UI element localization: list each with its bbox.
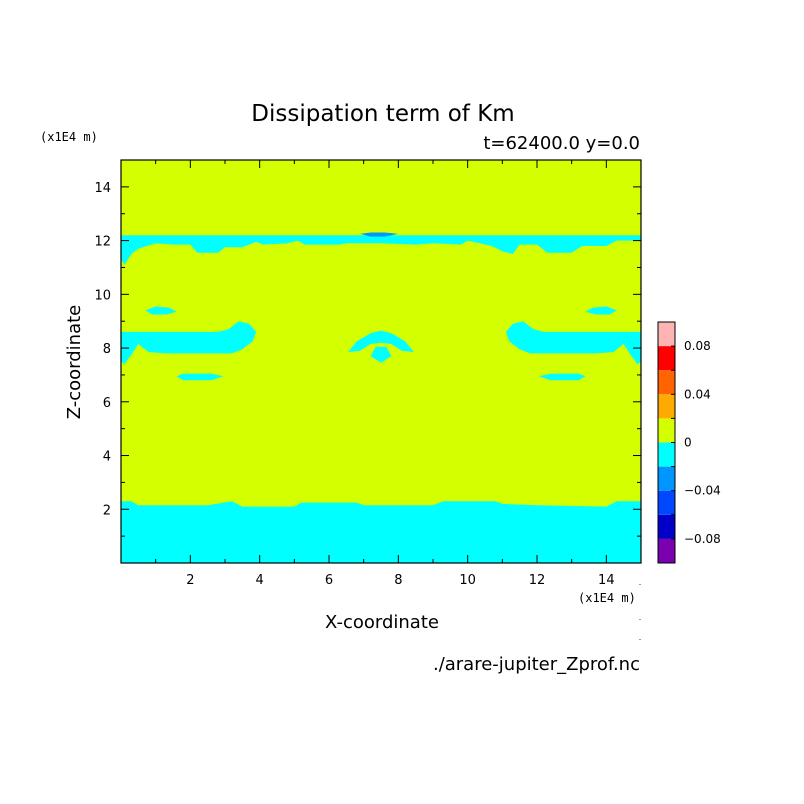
y-tick-label: 12	[94, 235, 111, 250]
x-axis: 2 4 6 8 10 12 14	[155, 160, 615, 588]
contour-region-4	[505, 321, 641, 365]
colorbar-tick-label: −0.08	[684, 532, 721, 546]
contour-region-8	[585, 306, 617, 315]
colorbar-tick-label: 0.08	[684, 339, 711, 353]
colorbar-tick-label: 0	[684, 436, 692, 450]
marker-dot-2: ˙	[638, 619, 643, 629]
plot-frame	[120, 159, 642, 564]
x-tick-label: 6	[325, 573, 333, 588]
y-tick-label: 10	[94, 288, 111, 303]
marker-dot-3: ˙	[638, 639, 643, 649]
colorbar-band-5	[658, 418, 675, 443]
marker-dot-1: ˙	[638, 584, 643, 594]
chart-title: Dissipation term of Km	[251, 101, 514, 127]
x-tick-label: 12	[529, 573, 546, 588]
colorbar-band-6	[658, 394, 675, 419]
contour-region-7	[145, 306, 177, 315]
chart-subtitle: t=62400.0 y=0.0	[483, 133, 640, 154]
y-tick-label: 4	[103, 450, 111, 465]
x-tick-label: 2	[186, 573, 194, 588]
contour-region-1	[121, 235, 641, 265]
colorbar: −0.08 −0.04 0 0.04 0.08	[657, 321, 721, 564]
y-unit-label: (x1E4 m)	[40, 130, 98, 144]
y-tick-label: 2	[103, 503, 111, 518]
source-file-label: ./arare-jupiter_Zprof.nc	[433, 654, 640, 675]
colorbar-band-3	[658, 466, 675, 491]
contour-region-5	[348, 330, 414, 353]
y-axis-label: Z-coordinate	[64, 305, 85, 420]
colorbar-band-9	[658, 322, 675, 347]
x-axis-label: X-coordinate	[325, 612, 439, 633]
x-tick-label: 4	[256, 573, 264, 588]
contour-region-6	[370, 346, 392, 363]
colorbar-band-2	[658, 490, 675, 515]
contour-regions	[121, 232, 641, 563]
contour-region-9	[176, 373, 224, 381]
colorbar-band-4	[658, 442, 675, 467]
y-axis: 2 4 6 8 10 12 14	[94, 181, 641, 537]
x-unit-label: (x1E4 m)	[578, 591, 636, 605]
colorbar-tick-label: 0.04	[684, 387, 711, 401]
y-tick-label: 8	[103, 342, 111, 357]
y-tick-label: 6	[103, 396, 111, 411]
y-tick-label: 14	[94, 181, 111, 196]
contour-region-2	[360, 232, 399, 237]
colorbar-band-8	[658, 346, 675, 371]
contour-region-10	[538, 373, 586, 381]
contour-region-3	[121, 321, 257, 365]
colorbar-band-7	[658, 370, 675, 395]
contour-region-0	[121, 501, 641, 563]
plot-area: 2 4 6 8 10 12 14 2 4 6 8 10 12 14	[94, 159, 642, 588]
colorbar-tick-label: −0.04	[684, 484, 721, 498]
x-tick-label: 8	[394, 573, 402, 588]
x-tick-label: 14	[598, 573, 615, 588]
colorbar-band-0	[658, 538, 675, 563]
x-tick-label: 10	[459, 573, 476, 588]
colorbar-band-1	[658, 514, 675, 539]
